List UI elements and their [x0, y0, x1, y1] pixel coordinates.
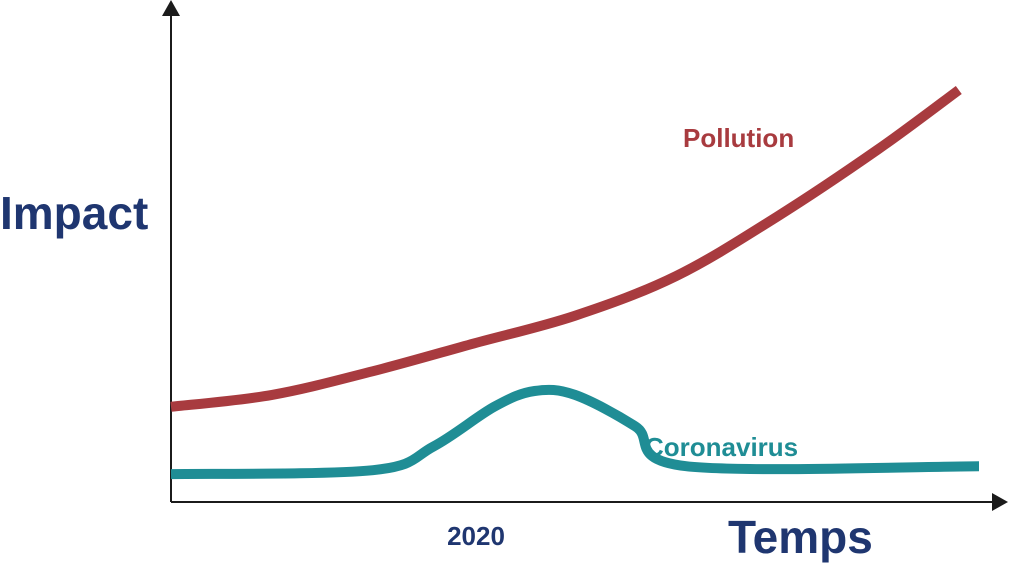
series-label-coronavirus: Coronavirus [645, 432, 798, 462]
series-line-pollution [170, 85, 962, 412]
y-axis-title: Impact [0, 187, 148, 239]
y-axis-arrow-icon [162, 0, 180, 16]
series-label-pollution: Pollution [683, 123, 794, 153]
x-axis-arrow-icon [992, 493, 1008, 511]
series-line-coronavirus [170, 384, 980, 480]
x-tick-label-2020: 2020 [447, 521, 505, 551]
x-axis-title: Temps [728, 511, 873, 563]
